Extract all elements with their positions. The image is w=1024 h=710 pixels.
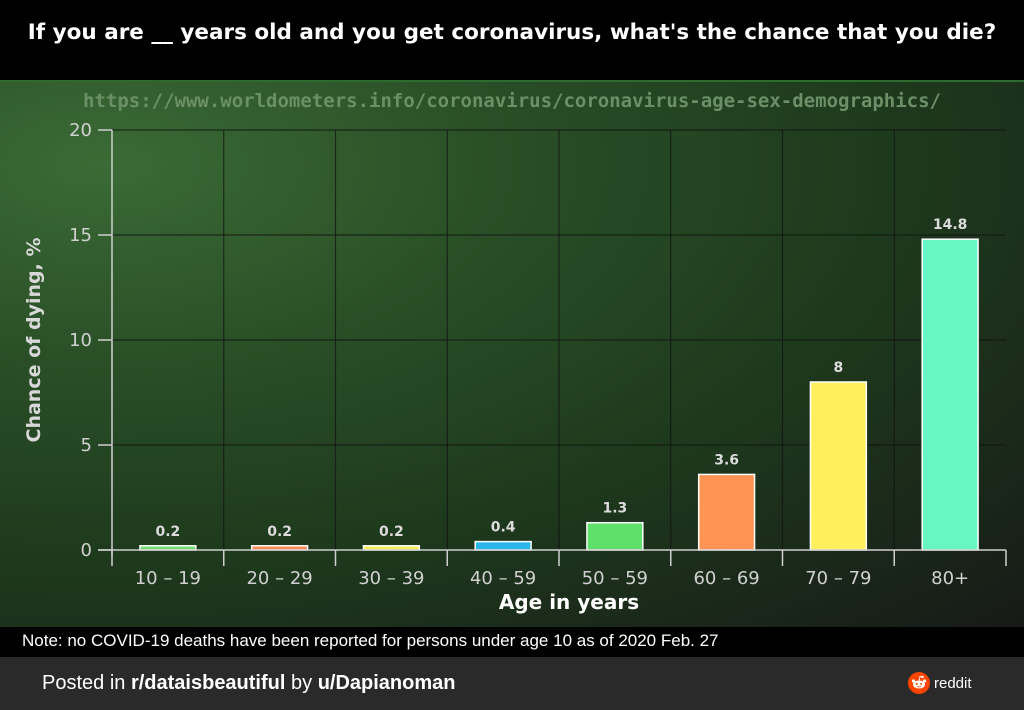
x-axis: 10 – 19 20 – 29 30 – 39 40 – 59 50 – 59 60 – …: [98, 549, 1007, 589]
x-tick-label: 20 – 29: [246, 568, 312, 589]
bar: [809, 381, 868, 551]
x-tick-label: 30 – 39: [358, 568, 424, 589]
bar: [697, 473, 756, 551]
posted-credit: Posted in r/dataisbeautiful by u/Dapiano…: [42, 672, 455, 695]
bar: [474, 540, 532, 551]
y-axis-label: Chance of dying, %: [23, 237, 45, 442]
subreddit-link[interactable]: r/dataisbeautiful: [130, 672, 286, 694]
value-labels: 0.2 0.2 0.2 0.4 1.3 3.6 8 14.8: [155, 217, 967, 540]
bar-value-label: 8: [834, 360, 844, 376]
bar: [586, 521, 644, 551]
user-link[interactable]: u/Dapianoman: [317, 672, 456, 694]
title-bar: If you are __ years old and you get coro…: [0, 0, 1024, 82]
bar-chart: https://www.worldometers.info/coronaviru…: [23, 90, 1007, 614]
y-tick-label: 15: [69, 225, 92, 246]
note-bar: Note: no COVID-19 deaths have been repor…: [0, 627, 1024, 657]
y-tick-label: 5: [81, 435, 92, 456]
x-tick-label: 40 – 59: [470, 568, 536, 589]
y-tick-label: 0: [81, 540, 92, 561]
y-tick-label: 20: [69, 120, 92, 141]
y-tick-label: 10: [69, 330, 92, 351]
reddit-logo[interactable]: reddit: [908, 672, 972, 694]
by-text: by: [285, 672, 318, 694]
chart-title: If you are __ years old and you get coro…: [27, 20, 997, 45]
reddit-icon: [908, 672, 930, 694]
reddit-wordmark: reddit: [934, 674, 972, 692]
bar-value-label: 0.2: [267, 524, 292, 540]
footer-bar: Posted in r/dataisbeautiful by u/Dapiano…: [0, 657, 1024, 710]
source-url: https://www.worldometers.info/coronaviru…: [83, 90, 941, 112]
chart-panel: https://www.worldometers.info/coronaviru…: [0, 82, 1024, 627]
posted-prefix: Posted in: [42, 672, 131, 694]
bar-value-label: 0.2: [155, 524, 180, 540]
footnote: Note: no COVID-19 deaths have been repor…: [22, 631, 719, 650]
x-tick-label: 10 – 19: [135, 568, 201, 589]
x-axis-label: Age in years: [499, 590, 639, 614]
x-tick-label: 80+: [931, 568, 969, 589]
grid-lines: [112, 129, 1006, 550]
bar-value-label: 0.4: [491, 520, 516, 536]
x-tick-label: 70 – 79: [805, 568, 871, 589]
x-tick-label: 50 – 59: [582, 568, 648, 589]
x-tick-label: 60 – 69: [693, 568, 759, 589]
bar: [921, 238, 979, 551]
bar-value-label: 14.8: [933, 217, 968, 233]
bar-value-label: 3.6: [714, 452, 739, 468]
bar-value-label: 0.2: [379, 524, 404, 540]
y-axis: 0 5 10 15 20: [69, 120, 113, 561]
bar-value-label: 1.3: [602, 501, 627, 517]
